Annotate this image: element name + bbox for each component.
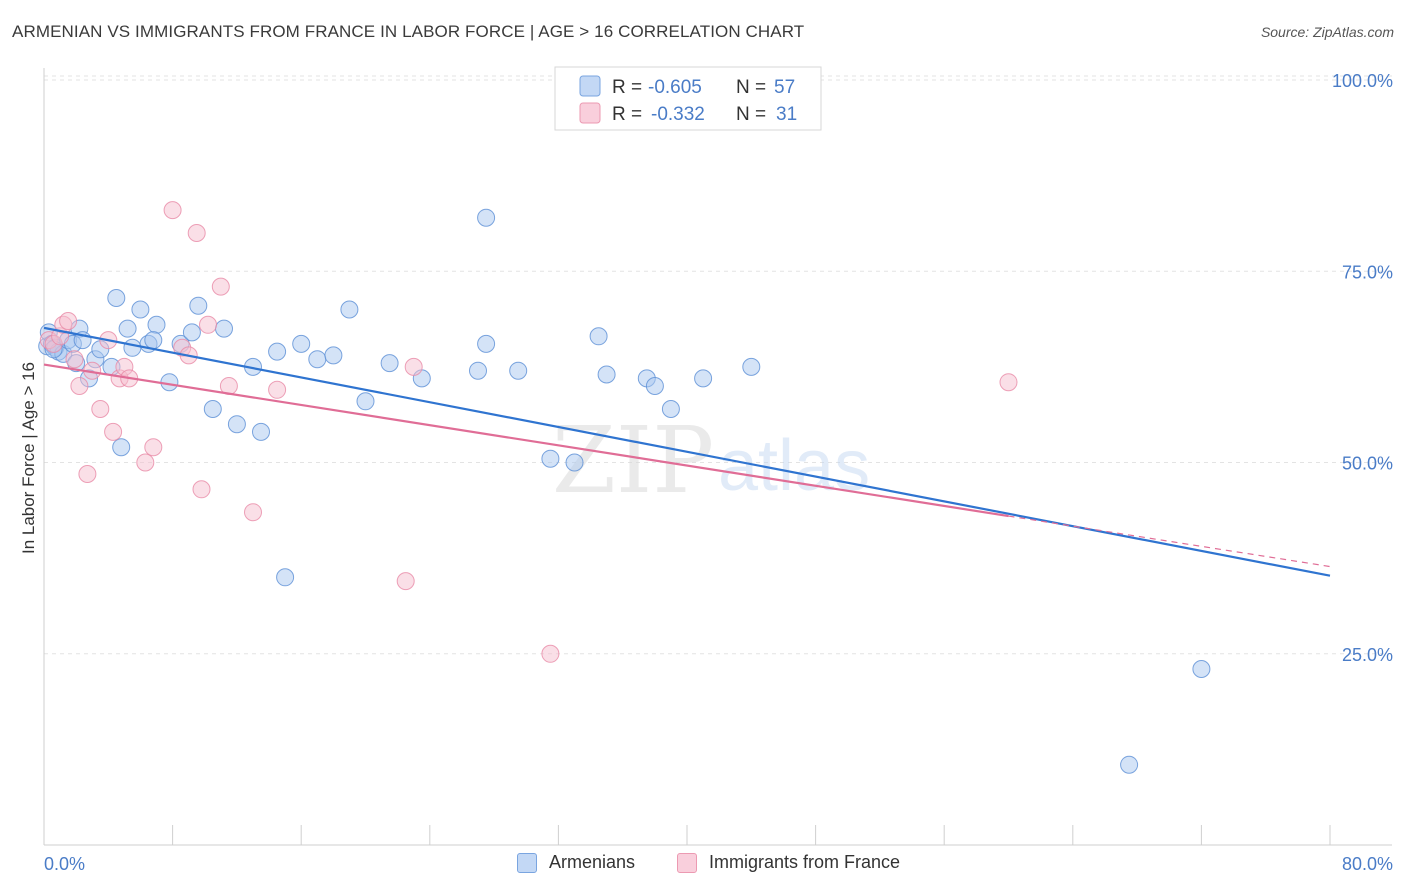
legend-n-value-2: 31 <box>776 104 797 125</box>
data-point-france <box>244 503 262 522</box>
data-point-france <box>199 315 217 334</box>
y-tick-label: 75.0% <box>1342 262 1393 282</box>
data-point-armenians <box>661 400 680 418</box>
axes <box>43 68 1392 846</box>
data-point-armenians <box>477 208 496 227</box>
data-point-france <box>187 224 206 242</box>
data-points <box>38 201 1211 774</box>
data-point-armenians <box>541 449 560 468</box>
data-point-armenians <box>112 438 131 457</box>
legend-r-value-2: -0.332 <box>651 104 705 125</box>
data-point-armenians <box>160 373 179 392</box>
data-point-france <box>999 373 1018 392</box>
data-point-france <box>541 644 560 663</box>
source-label: Source: ZipAtlas.com <box>1260 24 1394 40</box>
legend-top: R = -0.605 N = 57 R = -0.332 N = 31 <box>554 66 822 131</box>
data-point-france <box>192 480 211 499</box>
x-tick-label: 80.0% <box>1342 854 1393 874</box>
data-point-armenians <box>144 331 163 350</box>
legend-swatch-pink <box>579 102 601 124</box>
data-point-france <box>396 572 415 591</box>
trend-line-armenians <box>43 326 1331 577</box>
data-point-armenians <box>182 323 201 342</box>
legend-label-armenians: Armenians <box>549 852 636 872</box>
data-point-armenians <box>589 327 608 346</box>
legend-r-value-1: -0.605 <box>648 77 702 98</box>
y-tick-label: 100.0% <box>1332 71 1393 91</box>
data-point-armenians <box>227 415 246 434</box>
data-point-armenians <box>203 400 222 418</box>
legend-r-label-2: R = <box>612 104 642 125</box>
trend-lines <box>43 326 1331 577</box>
data-point-france <box>136 453 155 472</box>
y-tick-labels: 25.0% 50.0% 75.0% 100.0% <box>1332 71 1393 665</box>
data-point-armenians <box>597 365 616 384</box>
trend-line-france <box>43 363 1009 518</box>
data-point-armenians <box>215 319 233 338</box>
x-tick-labels: 0.0% 80.0% <box>44 854 1393 874</box>
data-point-armenians <box>1192 660 1211 678</box>
legend-item-france: Immigrants from France <box>677 852 900 873</box>
data-point-france <box>91 400 110 418</box>
data-point-armenians <box>276 568 295 587</box>
data-point-france <box>268 380 287 399</box>
legend-n-label-2: N = <box>736 104 766 125</box>
data-point-armenians <box>565 453 584 472</box>
data-point-france <box>65 350 84 369</box>
data-point-armenians <box>469 361 487 380</box>
data-point-armenians <box>477 334 496 353</box>
data-point-armenians <box>356 392 375 411</box>
data-point-armenians <box>268 342 287 361</box>
legend-swatch-france <box>677 852 697 873</box>
data-point-armenians <box>252 422 270 441</box>
watermark: ZIP atlas <box>552 407 870 514</box>
data-point-armenians <box>694 369 713 388</box>
data-point-france <box>78 465 97 483</box>
legend-item-armenians: Armenians <box>517 852 635 873</box>
data-point-armenians <box>147 315 166 334</box>
legend-swatch-armenians <box>517 852 537 873</box>
legend-bottom: Armenians Immigrants from France <box>0 852 1406 878</box>
y-tick-label: 50.0% <box>1342 454 1393 474</box>
data-point-armenians <box>380 354 399 373</box>
data-point-armenians <box>645 377 664 395</box>
data-point-armenians <box>131 300 150 319</box>
watermark-atlas: atlas <box>718 426 870 506</box>
data-point-france <box>404 357 423 376</box>
legend-n-value-1: 57 <box>774 77 795 98</box>
x-tick-label: 0.0% <box>44 854 85 874</box>
data-point-france <box>211 277 230 296</box>
data-point-france <box>144 438 163 457</box>
legend-label-france: Immigrants from France <box>709 852 901 872</box>
data-point-france <box>70 377 89 395</box>
data-point-armenians <box>189 296 208 315</box>
data-point-armenians <box>123 338 142 357</box>
y-axis-label: In Labor Force | Age > 16 <box>19 362 38 554</box>
trend-line-france-extension <box>1008 515 1331 568</box>
data-point-france <box>163 201 182 220</box>
data-point-france <box>59 312 78 330</box>
legend-swatch-blue <box>579 75 601 97</box>
data-point-armenians <box>742 357 761 376</box>
data-point-armenians <box>308 350 327 369</box>
data-point-armenians <box>292 334 311 353</box>
chart-title: ARMENIAN VS IMMIGRANTS FROM FRANCE IN LA… <box>12 22 805 41</box>
data-point-armenians <box>324 346 343 365</box>
data-point-armenians <box>509 361 528 380</box>
data-point-armenians <box>107 289 126 307</box>
legend-n-label-1: N = <box>736 77 766 98</box>
data-point-armenians <box>340 300 359 319</box>
legend-r-label-1: R = <box>612 77 642 98</box>
data-point-armenians <box>118 319 137 338</box>
y-tick-label: 25.0% <box>1342 645 1393 665</box>
data-point-armenians <box>1120 755 1139 774</box>
data-point-france <box>104 422 123 441</box>
